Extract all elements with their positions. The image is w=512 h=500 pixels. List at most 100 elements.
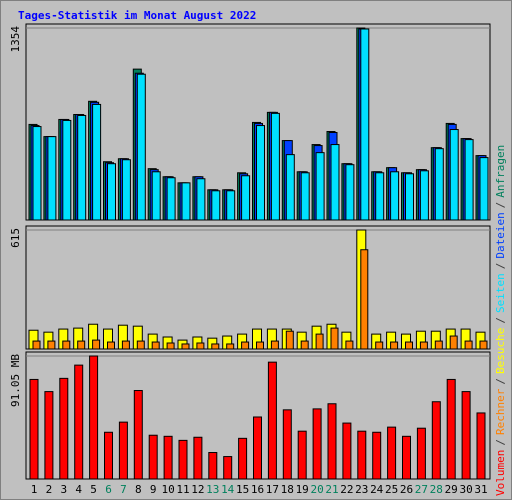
x-tick-label: 27 [415,483,428,496]
x-tick-label: 21 [325,483,338,496]
bar [387,426,397,480]
bar [449,335,458,350]
x-tick-label: 5 [90,483,97,496]
legend-entry: Rechner [494,388,507,435]
legend-separator: / [494,439,507,446]
legend-separator: / [494,202,507,209]
x-tick-label: 30 [459,483,472,496]
x-tick-label: 29 [445,483,458,496]
plot-area [25,225,491,350]
x-tick-label: 1 [31,483,38,496]
bar [238,437,248,480]
bar [300,340,309,350]
bar [434,340,443,350]
bar [59,377,69,480]
bar [193,436,203,480]
bar [419,341,428,350]
bar [196,178,206,221]
bar [449,129,459,221]
bar [136,340,145,350]
x-tick-label: 28 [430,483,443,496]
bar [136,73,146,221]
bar [181,343,190,350]
legend-entry: Seiten [494,273,507,313]
bar [256,341,264,350]
bar [104,431,113,480]
bar [297,430,307,480]
bar [163,435,173,480]
bar [253,416,262,480]
bar [479,157,489,221]
bar [89,355,99,480]
bar [208,452,218,480]
x-tick-label: 18 [281,483,294,496]
bar [166,342,175,350]
bar [62,340,71,350]
x-tick-label: 14 [221,483,235,496]
bar [405,173,414,221]
bar [285,154,295,221]
bar [29,378,39,480]
bar [151,341,160,350]
x-tick-label: 3 [60,483,67,496]
bar [402,435,411,480]
bar [256,125,265,221]
bar [461,391,471,480]
legend-separator: / [494,263,507,270]
bar [107,341,115,350]
bar [148,434,158,480]
x-tick-label: 25 [385,483,398,496]
bar [226,190,236,221]
bar [360,28,370,221]
bar [44,391,54,480]
bar [211,190,221,221]
bar [133,390,143,480]
bar [226,343,235,350]
x-tick-label: 23 [355,483,368,496]
x-tick-label: 24 [370,483,384,496]
bar [151,171,161,221]
bar [270,112,280,221]
legend-entry: Dateien [494,212,507,258]
bar [342,422,352,480]
bar [32,126,42,221]
bar [375,172,385,221]
legend-separator: / [494,317,507,324]
x-tick-label: 17 [266,483,279,496]
legend-separator: / [494,378,507,385]
bar [419,170,429,221]
bar [282,409,292,480]
bar [92,103,102,221]
bar [357,430,367,480]
bar [372,431,382,480]
legend: Volumen / Rechner / Besuche / Seiten / Dateien / A… [494,145,507,496]
x-tick-label: 26 [400,483,413,496]
bar [62,119,72,221]
bar [312,408,322,480]
bar [360,249,369,350]
bar [464,340,473,350]
bar [315,152,325,221]
bar [416,427,426,480]
bar [77,340,86,350]
bar [74,364,84,480]
bar [375,341,384,350]
y-tick-label: 1354 [9,26,22,53]
bar [390,341,399,350]
x-tick-label: 16 [251,483,264,496]
bar [241,341,250,350]
bar [285,330,294,350]
bar [121,159,131,221]
x-tick-label: 4 [75,483,82,496]
x-tick-label: 22 [340,483,353,496]
bar [241,175,251,221]
x-tick-label: 19 [296,483,309,496]
bar [464,139,474,221]
y-tick-label: 91.05 MB [9,354,22,407]
bar [345,340,354,350]
bar [77,114,87,221]
bar [178,439,188,480]
x-tick-label: 9 [150,483,157,496]
chart-title: Tages-Statistik im Monat August 2022 [18,9,256,22]
bar [223,456,233,480]
